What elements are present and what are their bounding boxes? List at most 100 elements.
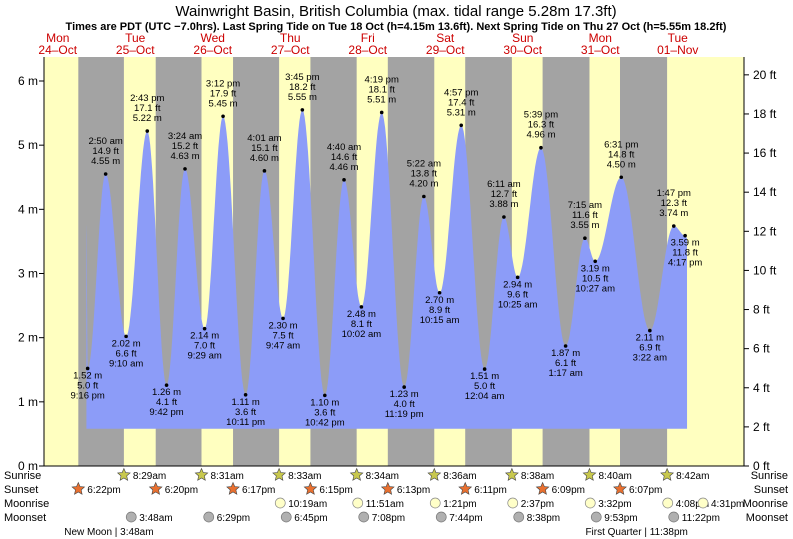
sunrise-icon (660, 467, 675, 481)
extreme-label: 4.63 m (170, 151, 199, 162)
extreme-label: 11:19 pm (385, 409, 424, 420)
extreme-point (402, 385, 406, 389)
extreme-point (459, 123, 464, 128)
y-tick-label-ft: 6 ft (753, 342, 770, 356)
extreme-label: 6:11 am (487, 179, 521, 190)
y-tick-label-ft: 2 ft (753, 420, 770, 434)
sunset-time: 6:20pm (165, 485, 198, 496)
extreme-point (539, 145, 543, 150)
y-tick-label-ft: 4 ft (753, 381, 770, 395)
extreme-label: 18.1 ft (368, 84, 395, 95)
sunset-time: 6:15pm (319, 485, 352, 496)
moonset-icon (435, 511, 447, 523)
sunrise-time: 8:36am (443, 471, 476, 482)
extreme-label: 17.4 ft (448, 97, 475, 108)
tide-area (86, 109, 688, 429)
extreme-label: 3:24 am (168, 131, 202, 142)
sunrise-icon (116, 467, 131, 481)
y-tick-label-m: 3 m (18, 267, 38, 281)
sunset-icon (148, 481, 163, 495)
extreme-point (359, 305, 364, 309)
moonset-time: 11:22pm (682, 513, 720, 524)
extreme-label: 6:31 pm (604, 139, 638, 150)
extreme-label: 3.55 m (570, 220, 599, 231)
extreme-label: 2.14 m (190, 331, 219, 342)
extreme-label: 3.59 m (671, 238, 700, 249)
sunrise-icon (427, 467, 442, 481)
extreme-label: 12.7 ft (491, 189, 518, 200)
day-name: Tue (668, 31, 689, 45)
extreme-label: 14.6 ft (331, 152, 358, 163)
y-tick-label-m: 0 m (18, 459, 38, 473)
moonrise-icon (662, 497, 674, 509)
row-label-moonset: Moonset (746, 512, 788, 524)
sunrise-time: 8:33am (288, 471, 321, 482)
extreme-label: 2.94 m (503, 279, 532, 290)
extreme-label: 2:50 am (88, 136, 122, 147)
extreme-point (502, 215, 506, 219)
extreme-label: 10:42 pm (305, 417, 345, 428)
sunrise-time: 8:42am (676, 471, 709, 482)
extreme-label: 11.6 ft (572, 210, 598, 221)
moonrise-time: 3:32pm (598, 499, 631, 510)
extreme-label: 10:27 am (575, 283, 615, 294)
extreme-point (221, 114, 225, 119)
extreme-point (593, 259, 598, 264)
extreme-label: 14.9 ft (92, 146, 119, 157)
sunrise-icon (272, 467, 287, 481)
extreme-point (323, 393, 327, 398)
moonrise-time: 11:51am (366, 499, 404, 510)
sunset-time: 6:11pm (474, 485, 507, 496)
moonrise-icon (274, 497, 286, 509)
sunrise-icon (349, 467, 364, 481)
day-date: 27–Oct (271, 43, 310, 57)
extreme-label: 3.19 m (581, 263, 610, 274)
day-name: Fri (361, 31, 375, 45)
moonset-time: 7:08pm (372, 513, 405, 524)
extreme-label: 11.8 ft (672, 248, 698, 259)
sunset-icon (303, 481, 318, 495)
moonrise-icon (429, 497, 441, 509)
extreme-label: 3.74 m (659, 208, 688, 219)
moonset-time: 3:48am (139, 513, 172, 524)
moonrise-icon (697, 497, 709, 509)
extreme-label: 6.6 ft (116, 348, 137, 359)
extreme-point (422, 194, 426, 199)
extreme-label: 9:47 am (266, 340, 300, 351)
sunset-icon (226, 481, 240, 495)
extreme-label: 17.1 ft (134, 103, 161, 114)
extreme-label: 5.0 ft (474, 381, 495, 392)
y-tick-label-ft: 12 ft (753, 224, 777, 238)
y-tick-label-ft: 20 ft (753, 68, 777, 82)
extreme-point (342, 178, 346, 182)
sunrise-icon (194, 467, 209, 481)
sunrise-time: 8:29am (133, 471, 166, 482)
extreme-point (515, 275, 520, 280)
extreme-label: 2.70 m (425, 295, 454, 306)
extreme-point (202, 326, 207, 331)
extreme-point (300, 108, 305, 112)
sunset-icon (613, 481, 627, 495)
extreme-label: 4.20 m (409, 179, 438, 190)
extreme-label: 4.1 ft (156, 397, 177, 408)
sunrise-icon (504, 467, 519, 481)
extreme-label: 1.51 m (470, 371, 499, 382)
moonset-time: 8:38pm (527, 513, 560, 524)
extreme-label: 4:17 pm (668, 258, 702, 269)
extreme-label: 1.26 m (152, 387, 181, 398)
extreme-label: 1.87 m (551, 348, 580, 359)
extreme-label: 6.9 ft (639, 343, 660, 354)
extreme-label: 4:57 pm (444, 87, 478, 98)
sunrise-time: 8:34am (366, 471, 399, 482)
moonrise-time: 4:31pm (711, 499, 744, 510)
row-label-moonset: Moonset (4, 512, 46, 524)
row-label-moonrise: Moonrise (4, 498, 49, 510)
day-date: 29–Oct (426, 43, 465, 57)
extreme-label: 7:15 am (568, 200, 602, 211)
y-tick-label-m: 5 m (18, 138, 38, 152)
extreme-point (482, 367, 487, 371)
extreme-point (103, 172, 108, 176)
row-label-sunset: Sunset (754, 484, 788, 496)
